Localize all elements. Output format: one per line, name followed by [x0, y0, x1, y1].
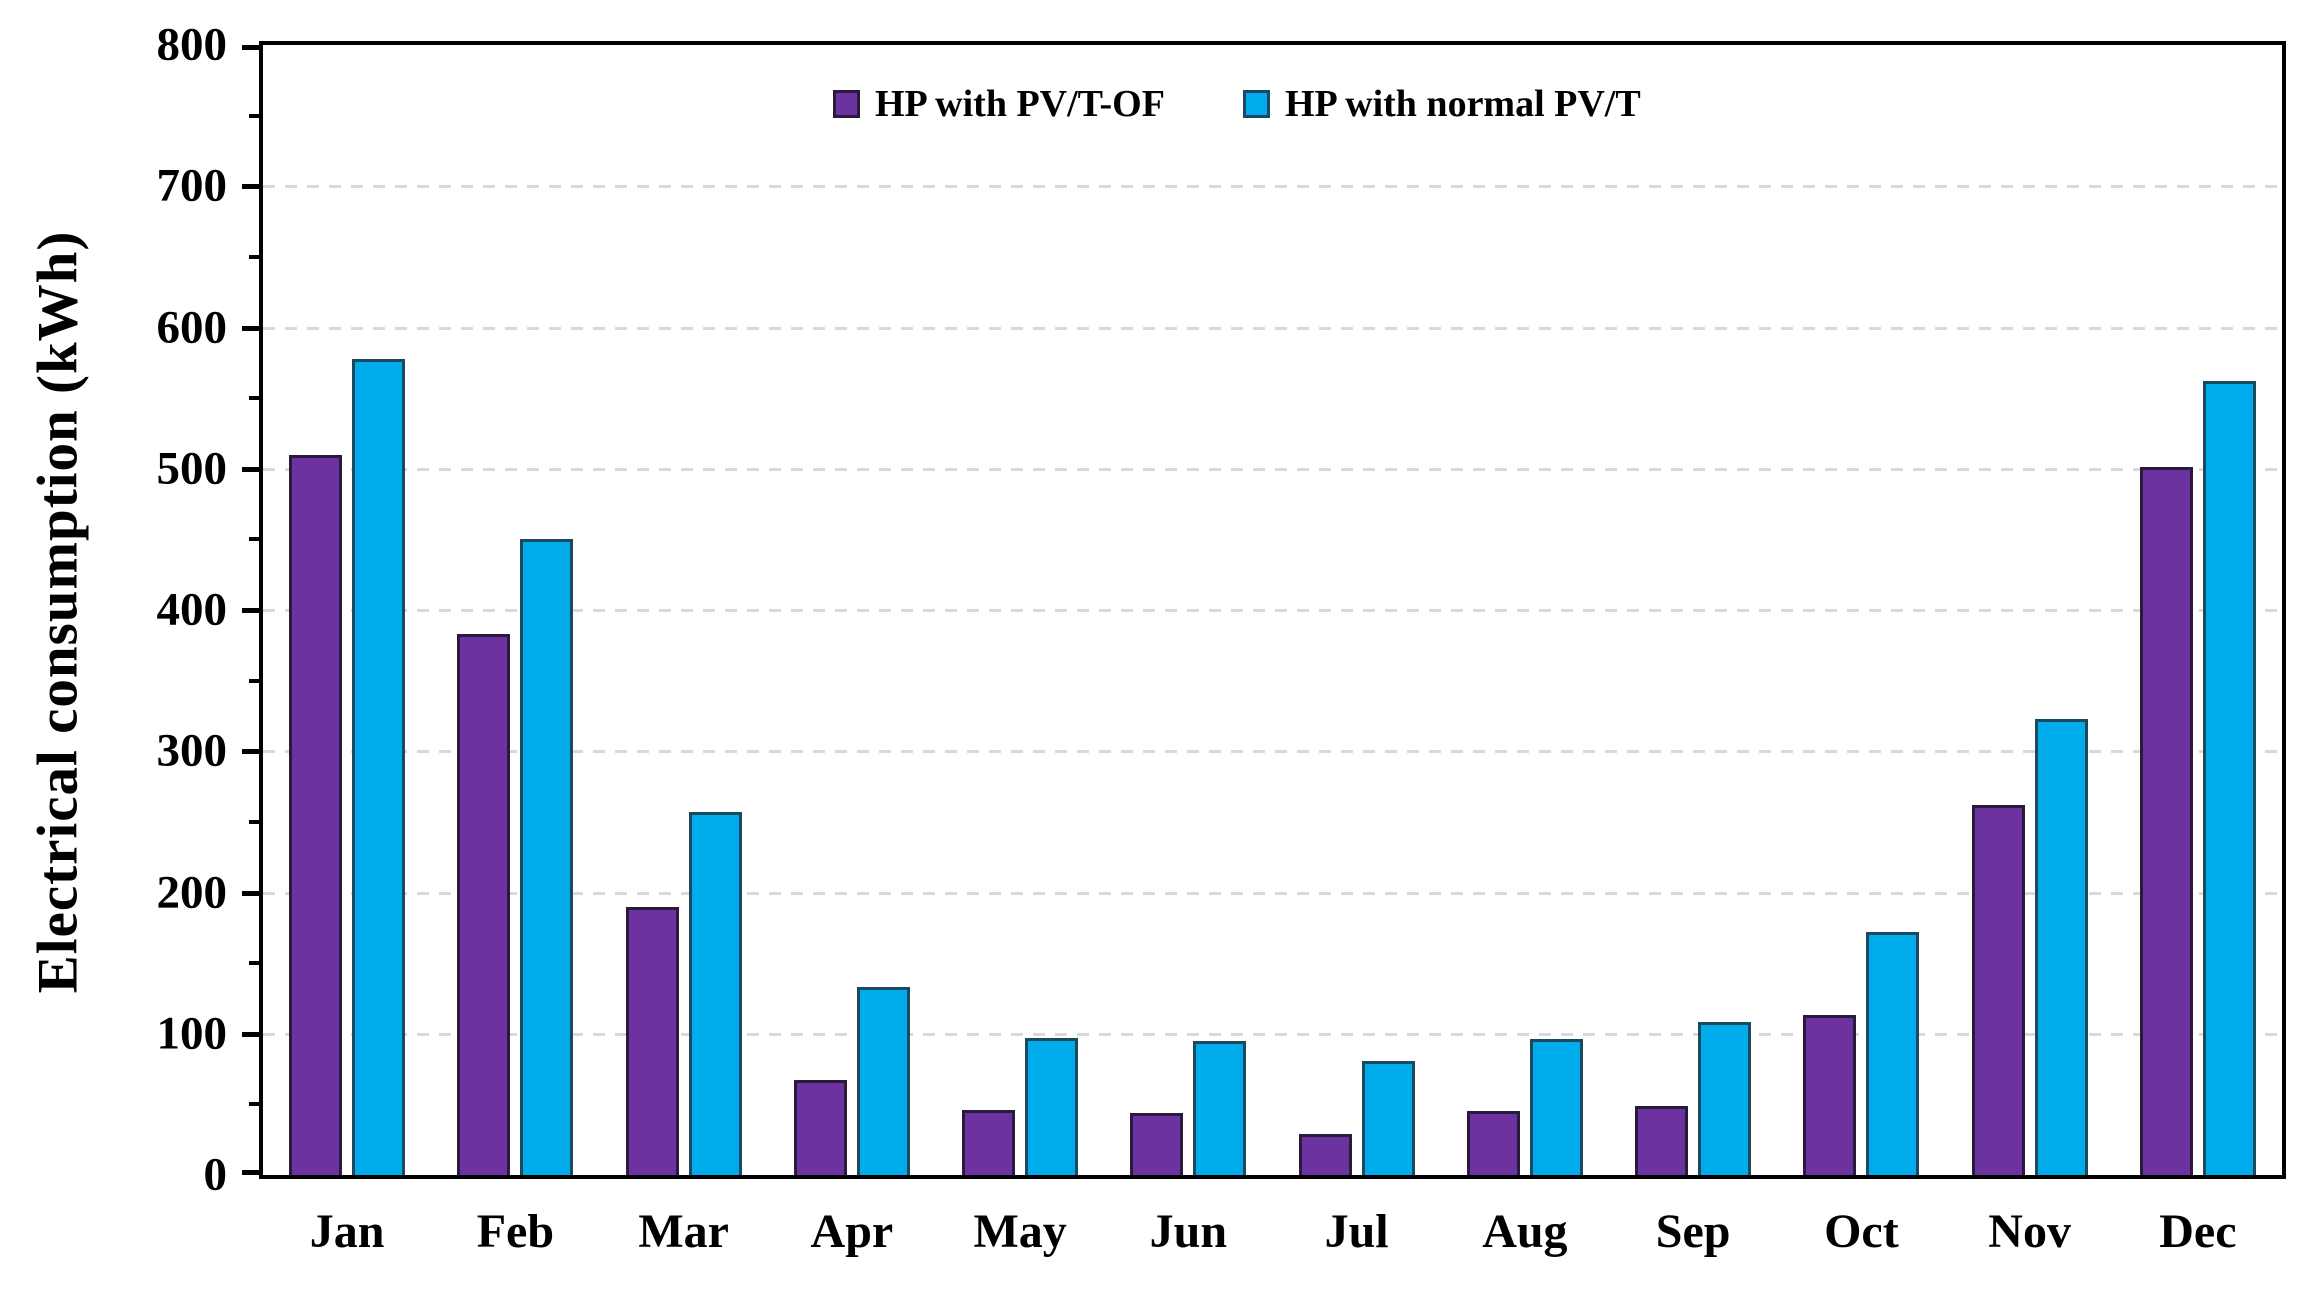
x-category-label-feb: Feb: [476, 1205, 555, 1258]
y-tick-label-0: 0: [203, 1148, 228, 1201]
bar-may-series-2: [1025, 1038, 1079, 1175]
bar-nov-series-1: [1971, 804, 2025, 1175]
legend-label-1: HP with PV/T-OF: [875, 83, 1165, 125]
y-minor-tick-150: [249, 961, 259, 966]
y-major-tick-500: [242, 466, 259, 472]
gridline-300: [263, 750, 2282, 754]
bar-jun-series-2: [1193, 1040, 1247, 1175]
x-category-label-oct: Oct: [1824, 1205, 1899, 1258]
x-category-label-jan: Jan: [309, 1205, 385, 1258]
y-tick-label-200: 200: [156, 866, 228, 918]
y-minor-tick-450: [249, 537, 259, 542]
y-major-tick-300: [242, 749, 259, 755]
bar-feb-series-1: [457, 634, 511, 1175]
y-minor-tick-250: [249, 819, 259, 824]
x-category-label-apr: Apr: [810, 1205, 894, 1258]
y-major-tick-400: [242, 608, 259, 613]
y-tick-label-100: 100: [156, 1007, 228, 1060]
x-category-label-sep: Sep: [1655, 1205, 1731, 1258]
bar-mar-series-1: [625, 906, 679, 1175]
y-major-tick-600: [242, 325, 259, 331]
bar-sep-series-1: [1635, 1105, 1689, 1175]
gridline-100: [263, 1032, 2282, 1036]
bar-dec-series-1: [2139, 467, 2193, 1175]
legend-label-2: HP with normal PV/T: [1284, 83, 1641, 125]
bar-aug-series-2: [1529, 1039, 1583, 1175]
legend-item-2: HP with normal PV/T: [1242, 83, 1641, 125]
y-tick-label-500: 500: [156, 442, 228, 495]
legend-swatch-1: [833, 90, 860, 118]
bar-mar-series-2: [688, 812, 742, 1175]
x-category-label-dec: Dec: [2159, 1205, 2237, 1258]
y-tick-label-800: 800: [156, 18, 228, 71]
y-minor-tick-650: [249, 254, 259, 259]
bar-jan-series-2: [352, 358, 406, 1175]
bar-apr-series-2: [856, 987, 910, 1175]
y-major-tick-0: [242, 1170, 259, 1175]
legend: HP with PV/T-OF HP with normal PV/T: [833, 85, 1641, 123]
x-category-label-may: May: [973, 1205, 1067, 1258]
y-tick-label-300: 300: [156, 724, 228, 777]
x-category-label-aug: Aug: [1482, 1205, 1568, 1258]
plot-area: 0 100 200 300 400 500 600 700 800 HP with PV/T-O…: [157, 21, 2286, 1198]
legend-swatch-2: [1242, 90, 1270, 118]
bar-dec-series-2: [2202, 381, 2256, 1175]
bar-jun-series-1: [1130, 1112, 1184, 1175]
bar-apr-series-1: [793, 1080, 847, 1175]
bar-jul-series-1: [1298, 1134, 1352, 1175]
bar-oct-series-1: [1803, 1015, 1857, 1175]
y-tick-label-700: 700: [156, 159, 228, 212]
gridline-400: [263, 609, 2282, 612]
bar-oct-series-2: [1866, 932, 1920, 1175]
legend-item-1: HP with PV/T-OF: [833, 85, 1165, 123]
y-minor-tick-350: [249, 678, 259, 683]
bar-may-series-1: [962, 1110, 1016, 1175]
y-major-tick-800: [242, 45, 259, 50]
y-tick-label-400: 400: [156, 583, 228, 636]
bar-jul-series-2: [1361, 1060, 1415, 1175]
x-category-label-mar: Mar: [638, 1205, 729, 1258]
gridline-200: [263, 891, 2282, 895]
y-major-tick-700: [242, 184, 259, 190]
y-minor-tick-750: [249, 113, 259, 118]
bar-feb-series-2: [520, 539, 574, 1175]
y-tick-label-600: 600: [156, 301, 228, 353]
gridline-700: [263, 185, 2282, 189]
y-major-tick-200: [242, 890, 259, 896]
x-category-label-jun: Jun: [1149, 1205, 1228, 1258]
x-category-label-nov: Nov: [1988, 1205, 2071, 1258]
bar-sep-series-2: [1698, 1022, 1752, 1175]
y-minor-tick-50: [249, 1102, 259, 1107]
bar-nov-series-2: [2034, 718, 2088, 1175]
x-category-label-jul: Jul: [1324, 1205, 1389, 1258]
gridline-600: [263, 326, 2282, 330]
gridline-500: [263, 467, 2282, 471]
y-major-tick-100: [242, 1031, 259, 1037]
bar-aug-series-1: [1466, 1111, 1520, 1175]
bar-jan-series-1: [289, 454, 343, 1175]
y-minor-tick-550: [249, 396, 259, 401]
